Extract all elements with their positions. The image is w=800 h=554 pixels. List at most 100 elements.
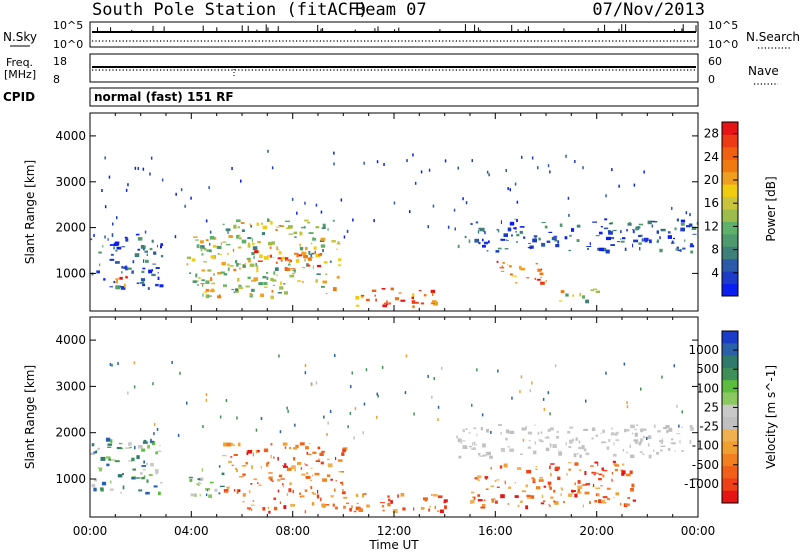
data-cell <box>635 440 638 444</box>
data-cell <box>614 433 618 436</box>
colorbar-segment <box>722 122 738 135</box>
data-cell <box>665 425 670 428</box>
colorbar-segment <box>722 490 738 504</box>
data-cell <box>205 398 208 402</box>
data-cell <box>210 289 215 293</box>
data-cell <box>577 485 583 489</box>
station-title: South Pole Station (fitACF) <box>92 0 368 20</box>
y-tick-label: 1000 <box>55 266 86 280</box>
data-cell <box>591 427 596 432</box>
data-cell <box>557 476 561 481</box>
data-cell <box>287 225 293 229</box>
data-cell <box>186 263 189 266</box>
data-cell <box>462 429 465 433</box>
data-cell <box>539 476 543 479</box>
data-cell <box>611 168 613 172</box>
data-cell <box>560 487 563 490</box>
data-cell <box>510 273 513 276</box>
data-cell <box>432 292 434 296</box>
data-cell <box>433 301 438 306</box>
data-cell <box>397 494 399 498</box>
data-cell <box>622 463 625 466</box>
data-cell <box>256 222 260 226</box>
data-cell <box>526 469 532 474</box>
data-cell <box>207 295 212 297</box>
data-cell <box>191 258 196 262</box>
data-cell <box>640 234 643 237</box>
data-cell <box>109 363 112 367</box>
data-cell <box>320 461 324 465</box>
data-cell <box>431 395 433 399</box>
data-cell <box>522 438 525 442</box>
data-cell <box>540 431 543 434</box>
data-cell <box>307 263 309 265</box>
data-cell <box>278 251 282 255</box>
data-cell <box>515 231 517 233</box>
data-cell <box>255 262 257 267</box>
data-cell <box>227 252 229 256</box>
data-cell <box>582 166 584 170</box>
data-cell <box>553 500 556 503</box>
data-cell <box>136 455 140 459</box>
data-cell <box>147 287 150 290</box>
data-cell <box>143 475 146 478</box>
data-cell <box>531 477 535 480</box>
data-cell <box>639 451 643 453</box>
colorbar-tick-label: 8 <box>711 243 719 257</box>
data-cell <box>509 228 512 231</box>
data-cell <box>500 447 505 452</box>
data-cell <box>624 247 627 251</box>
data-cell <box>298 254 302 257</box>
data-cell <box>681 426 683 428</box>
data-cell <box>614 468 618 472</box>
data-cell <box>257 450 260 453</box>
data-cell <box>531 156 534 160</box>
data-cell <box>116 246 122 250</box>
data-cell <box>413 412 415 416</box>
data-cell <box>327 463 333 468</box>
data-cell <box>275 226 280 228</box>
data-cell <box>205 239 209 241</box>
data-cell <box>238 284 242 289</box>
nave-label: Nave <box>748 64 779 78</box>
data-cell <box>350 385 352 389</box>
data-cell <box>106 463 110 467</box>
x-tick-label: 20:00 <box>579 524 614 538</box>
colorbar-tick-label: 500 <box>696 362 719 376</box>
data-cell <box>576 452 579 455</box>
data-cell <box>303 226 306 229</box>
data-cell <box>659 248 663 253</box>
data-cell <box>414 181 417 185</box>
data-cell <box>611 237 615 240</box>
data-cell <box>248 490 251 494</box>
data-cell <box>566 473 568 476</box>
data-cell <box>284 267 288 271</box>
data-cell <box>275 229 278 231</box>
data-cell <box>218 465 221 468</box>
data-cell <box>274 267 279 271</box>
data-cell <box>97 447 100 450</box>
data-cell <box>571 228 575 232</box>
data-cell <box>557 240 560 244</box>
data-cell <box>568 249 571 252</box>
data-cell <box>253 478 257 481</box>
x-tick-label: 04:00 <box>174 524 209 538</box>
data-cell <box>554 364 557 368</box>
data-cell <box>585 452 590 456</box>
data-cell <box>236 263 239 267</box>
y-tick-label: 4000 <box>55 129 86 143</box>
data-cell <box>208 186 210 190</box>
data-cell <box>113 242 119 247</box>
data-cell <box>174 235 177 239</box>
data-cell <box>332 219 335 222</box>
data-cell <box>267 149 269 153</box>
data-cell <box>577 480 581 484</box>
data-cell <box>535 466 537 467</box>
data-cell <box>496 229 499 231</box>
data-cell <box>121 266 124 269</box>
data-cell <box>520 500 523 503</box>
data-cell <box>597 247 599 251</box>
y-tick-label: 1000 <box>55 472 86 486</box>
data-cell <box>219 485 225 487</box>
data-cell <box>439 509 444 514</box>
